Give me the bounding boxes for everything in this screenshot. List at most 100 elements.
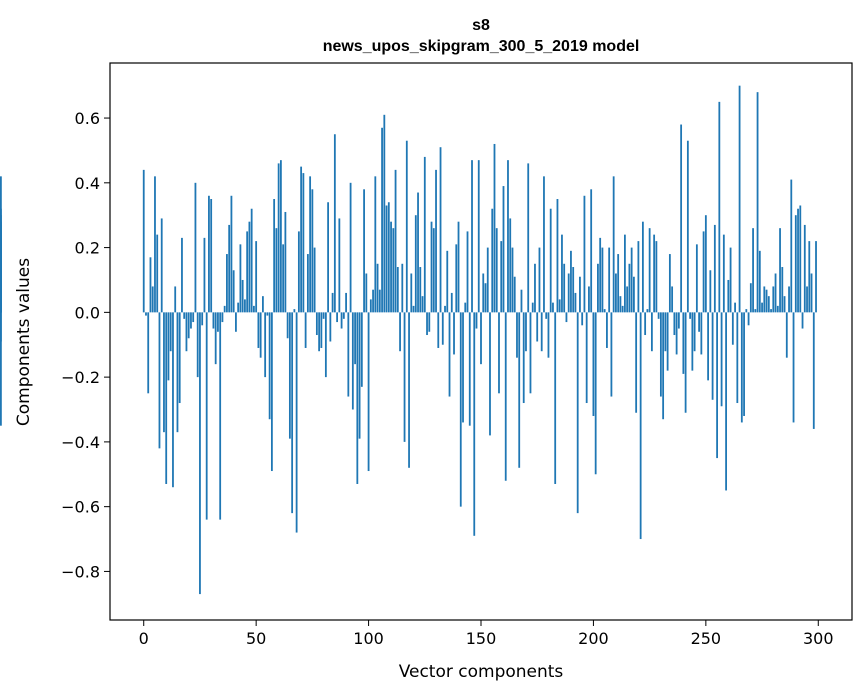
- bar: [592, 312, 595, 416]
- bar: [257, 312, 260, 348]
- bar: [797, 208, 799, 313]
- bar: [167, 312, 170, 381]
- bar: [493, 143, 496, 313]
- bar: [441, 312, 444, 345]
- bar: [653, 234, 656, 313]
- bar: [650, 312, 653, 352]
- bar: [689, 312, 692, 319]
- bar: [695, 244, 698, 313]
- bar: [329, 312, 332, 342]
- bar: [549, 208, 552, 313]
- bar: [803, 224, 806, 313]
- bar: [518, 312, 521, 468]
- bar: [309, 176, 312, 313]
- bar: [576, 312, 579, 514]
- bar: [145, 312, 147, 316]
- bar: [637, 241, 640, 313]
- bar: [500, 241, 503, 313]
- y-tick-label: 0.6: [75, 109, 100, 128]
- bar: [630, 247, 633, 313]
- bar: [327, 202, 329, 313]
- bar: [579, 276, 581, 313]
- bar: [462, 312, 464, 423]
- bar: [0, 312, 2, 426]
- bar: [709, 270, 712, 313]
- bar: [563, 263, 566, 313]
- bar: [720, 312, 723, 407]
- bar: [383, 114, 386, 313]
- bar: [475, 312, 478, 329]
- bar: [498, 312, 500, 394]
- bar: [275, 228, 278, 313]
- bar: [360, 312, 363, 387]
- bar: [437, 312, 440, 348]
- bar: [601, 247, 604, 313]
- bar: [471, 160, 473, 313]
- bar: [770, 309, 772, 313]
- bar: [176, 312, 179, 433]
- bar: [428, 312, 431, 332]
- bar: [538, 247, 541, 313]
- bar: [304, 312, 307, 348]
- y-tick-label: −0.6: [61, 498, 100, 517]
- bar: [572, 267, 575, 313]
- bar: [354, 312, 356, 365]
- x-tick-label: 250: [691, 629, 722, 648]
- bar: [405, 140, 408, 313]
- bar: [0, 208, 2, 313]
- bar: [684, 312, 687, 413]
- y-tick-label: 0.2: [75, 239, 100, 258]
- bar: [430, 221, 433, 313]
- bar: [749, 283, 752, 313]
- bar: [767, 296, 770, 313]
- bar: [561, 234, 563, 313]
- bar: [740, 312, 743, 423]
- bar: [788, 286, 790, 313]
- bar: [194, 182, 197, 313]
- bar: [338, 218, 341, 313]
- bar: [387, 202, 390, 313]
- bar: [192, 312, 195, 323]
- bar: [468, 312, 471, 426]
- bar: [336, 312, 338, 323]
- bar: [671, 286, 674, 313]
- bar: [491, 208, 494, 313]
- bar: [785, 312, 788, 358]
- bar: [450, 292, 453, 313]
- bar: [570, 250, 572, 313]
- bar: [799, 205, 802, 313]
- bar: [477, 160, 480, 313]
- bar: [241, 279, 244, 313]
- bar: [163, 312, 165, 433]
- bar: [401, 263, 404, 313]
- bar: [794, 215, 797, 313]
- bar: [765, 289, 768, 313]
- y-tick-label: −0.2: [61, 368, 100, 387]
- bar: [718, 101, 721, 313]
- bar: [489, 312, 491, 436]
- bar: [322, 312, 325, 319]
- bar: [181, 237, 183, 313]
- bar: [464, 302, 467, 313]
- bar: [270, 312, 273, 472]
- bar: [520, 289, 523, 313]
- bar: [142, 169, 145, 313]
- chart-title: s8: [472, 17, 490, 34]
- x-tick-label: 150: [466, 629, 497, 648]
- y-axis-label: Components values: [14, 258, 34, 426]
- bar: [376, 263, 379, 313]
- bar: [365, 273, 368, 313]
- bar: [657, 312, 660, 319]
- bar: [682, 312, 685, 374]
- bar: [522, 312, 525, 404]
- bar: [603, 309, 606, 313]
- bar: [288, 312, 291, 439]
- bar: [347, 312, 350, 397]
- bar: [250, 208, 253, 313]
- bar: [756, 92, 759, 313]
- bar: [358, 312, 361, 439]
- bar: [738, 85, 741, 313]
- bar: [324, 312, 327, 378]
